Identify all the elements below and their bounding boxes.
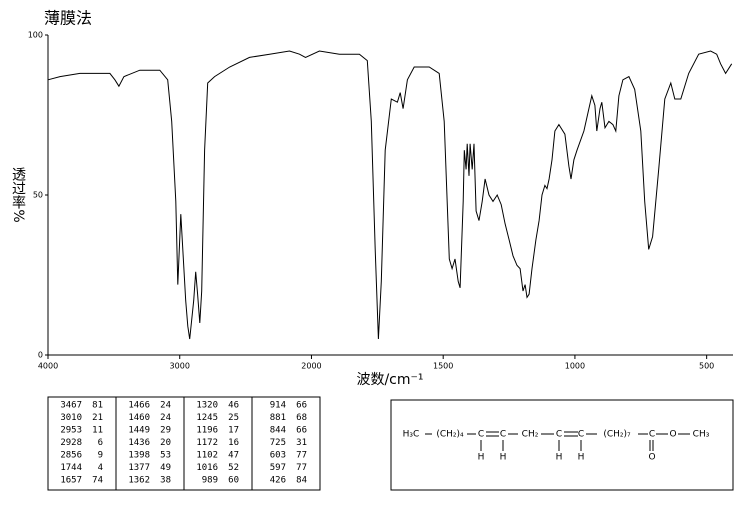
peak-transmittance: 11 xyxy=(92,426,103,436)
y-axis-label: 透过率% xyxy=(10,167,26,222)
x-tick-label: 3000 xyxy=(170,362,190,371)
peak-transmittance: 24 xyxy=(160,401,171,411)
peak-transmittance: 68 xyxy=(296,413,307,423)
peak-wavenumber: 2856 xyxy=(60,451,82,461)
peak-transmittance: 31 xyxy=(296,438,307,448)
peak-wavenumber: 914 xyxy=(270,401,286,411)
x-tick-label: 2000 xyxy=(301,362,321,371)
peak-transmittance: 38 xyxy=(160,476,171,486)
structure-hydrogen: H xyxy=(478,453,485,463)
peak-wavenumber: 2928 xyxy=(60,438,82,448)
peak-wavenumber: 1377 xyxy=(128,463,150,473)
peak-transmittance: 49 xyxy=(160,463,171,473)
structure-group: C xyxy=(578,430,584,440)
peak-wavenumber: 881 xyxy=(270,413,286,423)
peak-wavenumber: 1320 xyxy=(196,401,218,411)
peak-wavenumber: 844 xyxy=(270,426,286,436)
structure-group: (CH₂)₇ xyxy=(603,430,631,440)
spectrum-line xyxy=(47,50,733,340)
structure-carbonyl-o: O xyxy=(648,453,655,463)
peak-wavenumber: 2953 xyxy=(60,426,82,436)
peak-wavenumber: 1466 xyxy=(128,401,150,411)
structure-hydrogen: H xyxy=(500,453,507,463)
structure-group: H₃C xyxy=(403,430,420,440)
peak-transmittance: 20 xyxy=(160,438,171,448)
peak-transmittance: 52 xyxy=(228,463,239,473)
peak-transmittance: 16 xyxy=(228,438,239,448)
peak-wavenumber: 1016 xyxy=(196,463,218,473)
peak-transmittance: 66 xyxy=(296,401,307,411)
structure-group: C xyxy=(500,430,506,440)
peak-wavenumber: 1449 xyxy=(128,426,150,436)
peak-wavenumber: 1196 xyxy=(196,426,218,436)
peak-wavenumber: 1398 xyxy=(128,451,150,461)
x-tick-label: 500 xyxy=(699,362,714,371)
peak-transmittance: 60 xyxy=(228,476,239,486)
peak-transmittance: 25 xyxy=(228,413,239,423)
peak-wavenumber: 989 xyxy=(202,476,218,486)
peak-wavenumber: 1172 xyxy=(196,438,218,448)
structure-group: C xyxy=(478,430,484,440)
peak-transmittance: 47 xyxy=(228,451,239,461)
peak-wavenumber: 1744 xyxy=(60,463,82,473)
peak-transmittance: 77 xyxy=(296,451,307,461)
peak-transmittance: 53 xyxy=(160,451,171,461)
structure-group: C xyxy=(649,430,655,440)
peak-transmittance: 66 xyxy=(296,426,307,436)
chart-title: 薄膜法 xyxy=(44,9,92,28)
peak-wavenumber: 1362 xyxy=(128,476,150,486)
structure-bonds xyxy=(425,431,690,451)
peak-transmittance: 4 xyxy=(98,463,103,473)
x-tick-label: 1500 xyxy=(433,362,453,371)
structure-hydrogen: H xyxy=(578,453,585,463)
y-tick-label: 0 xyxy=(38,351,43,360)
peak-wavenumber: 603 xyxy=(270,451,286,461)
peak-transmittance: 29 xyxy=(160,426,171,436)
peak-wavenumber: 1245 xyxy=(196,413,218,423)
peak-wavenumber: 1436 xyxy=(128,438,150,448)
structure-group: CH₂ xyxy=(522,430,539,440)
structure-group: CH₃ xyxy=(693,430,710,440)
peak-transmittance: 77 xyxy=(296,463,307,473)
peak-transmittance: 74 xyxy=(92,476,103,486)
peak-wavenumber: 3467 xyxy=(60,401,82,411)
x-tick-label: 1000 xyxy=(565,362,585,371)
peak-transmittance: 9 xyxy=(98,451,103,461)
peak-transmittance: 21 xyxy=(92,413,103,423)
structure-group: (CH₂)₄ xyxy=(436,430,464,440)
peak-transmittance: 24 xyxy=(160,413,171,423)
peak-transmittance: 84 xyxy=(296,476,307,486)
peak-wavenumber: 725 xyxy=(270,438,286,448)
y-tick-label: 50 xyxy=(33,191,43,200)
structure-hydrogen: H xyxy=(556,453,563,463)
peak-wavenumber: 597 xyxy=(270,463,286,473)
peak-wavenumber: 3010 xyxy=(60,413,82,423)
peak-wavenumber: 1657 xyxy=(60,476,82,486)
peak-transmittance: 46 xyxy=(228,401,239,411)
peak-wavenumber: 1102 xyxy=(196,451,218,461)
x-axis-label: 波数/cm⁻¹ xyxy=(356,372,423,388)
structure-frame xyxy=(390,399,734,491)
x-tick-label: 4000 xyxy=(38,362,58,371)
structure-group: C xyxy=(556,430,562,440)
peak-wavenumber: 1460 xyxy=(128,413,150,423)
y-tick-label: 100 xyxy=(28,31,43,40)
peak-transmittance: 81 xyxy=(92,401,103,411)
structure-group: O xyxy=(669,430,676,440)
peak-transmittance: 6 xyxy=(98,438,103,448)
peak-transmittance: 17 xyxy=(228,426,239,436)
peak-wavenumber: 426 xyxy=(270,476,286,486)
